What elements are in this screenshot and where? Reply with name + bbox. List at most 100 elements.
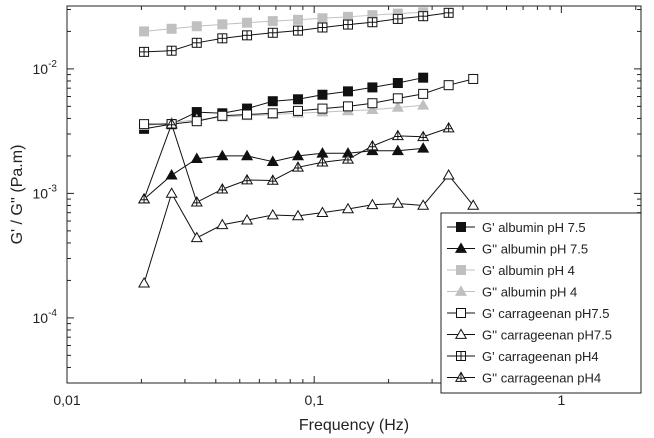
data-point	[366, 198, 379, 210]
data-point	[392, 13, 403, 24]
series-8	[138, 117, 455, 207]
legend-label: G' albumin pH 4	[482, 263, 575, 278]
data-point	[266, 208, 279, 220]
legend-marker	[456, 265, 466, 275]
series-line	[143, 174, 474, 284]
data-point	[240, 149, 254, 161]
data-point	[217, 110, 228, 121]
data-point	[367, 98, 378, 109]
data-point	[242, 30, 253, 41]
data-point	[417, 199, 430, 210]
data-point	[242, 17, 253, 28]
series-5	[139, 73, 479, 130]
legend-label: G'' carrageenan pH4	[482, 371, 601, 386]
data-point	[317, 22, 328, 33]
legend-label: G' albumin pH 7.5	[482, 220, 586, 235]
data-point	[391, 197, 404, 208]
legend-label: G' carrageenan pH4	[482, 349, 599, 364]
data-point	[443, 7, 454, 18]
data-point	[341, 202, 355, 214]
legend-item: G'' carrageenan pH7.5	[447, 328, 612, 343]
data-point	[139, 119, 150, 130]
legend-item: G' carrageenan pH7.5	[447, 306, 610, 321]
data-point	[266, 174, 279, 185]
data-point	[392, 78, 403, 89]
data-point	[391, 129, 404, 141]
legend-item: G'' carrageenan pH4	[447, 371, 601, 386]
legend-item: G'' albumin pH 7.5	[447, 242, 588, 257]
data-point	[190, 196, 203, 207]
data-point	[165, 187, 178, 198]
data-point	[292, 105, 303, 116]
data-point	[317, 89, 328, 100]
data-point	[391, 101, 404, 112]
y-tick-label: 10-4	[33, 308, 58, 326]
legend-item: G' albumin pH 7.5	[447, 220, 586, 235]
data-point	[216, 183, 229, 194]
data-point	[216, 149, 229, 161]
series-layer	[138, 7, 480, 288]
data-point	[292, 94, 303, 105]
series-3	[139, 7, 429, 37]
x-axis-label: Frequency (Hz)	[299, 417, 409, 434]
data-point	[342, 19, 353, 30]
data-point	[267, 108, 278, 119]
data-point	[291, 161, 305, 172]
data-point	[139, 26, 150, 37]
data-point	[443, 80, 454, 91]
data-point	[292, 14, 303, 25]
data-point	[366, 139, 379, 151]
series-7	[139, 7, 454, 57]
data-point	[166, 23, 177, 34]
data-point	[342, 101, 353, 112]
data-point	[267, 27, 278, 38]
data-point	[292, 25, 303, 36]
legend-label: G'' carrageenan pH7.5	[482, 328, 612, 343]
data-point	[342, 86, 353, 97]
x-tick-label: 0,1	[304, 392, 324, 408]
x-tick-label: 1	[557, 392, 565, 408]
y-axis-label: G' / G'' (Pa.m)	[9, 145, 26, 245]
data-point	[240, 173, 254, 185]
data-point	[417, 142, 430, 153]
data-point	[191, 116, 202, 127]
data-point	[442, 121, 455, 133]
data-point	[316, 147, 329, 158]
data-point	[341, 153, 355, 164]
data-point	[392, 93, 403, 104]
data-point	[417, 130, 430, 142]
data-point	[166, 45, 177, 56]
series-1	[139, 72, 429, 134]
data-point	[191, 21, 202, 32]
data-point	[442, 169, 455, 180]
legend-label: G'' albumin pH 4	[482, 285, 577, 300]
data-point	[366, 103, 379, 115]
data-point	[468, 73, 479, 84]
x-tick-label: 0,01	[53, 392, 80, 408]
series-2	[138, 142, 430, 204]
data-point	[417, 99, 430, 110]
data-point	[242, 109, 253, 120]
data-point	[467, 199, 480, 210]
data-point	[367, 82, 378, 93]
legend-marker	[454, 242, 468, 253]
legend-label: G' carrageenan pH7.5	[482, 306, 610, 321]
data-point	[217, 19, 228, 30]
data-point	[138, 277, 151, 288]
series-4	[138, 99, 430, 130]
data-point	[317, 13, 328, 24]
legend-label: G'' albumin pH 7.5	[482, 242, 588, 257]
data-point	[291, 149, 305, 161]
data-point	[240, 213, 254, 225]
series-line	[144, 11, 424, 32]
data-point	[139, 46, 150, 57]
data-point	[191, 37, 202, 48]
y-tick-label: 10-3	[33, 183, 58, 201]
data-point	[190, 231, 203, 243]
data-point	[165, 169, 178, 180]
legend-marker	[454, 328, 468, 339]
legend-item: G'' albumin pH 4	[447, 285, 577, 300]
legend-marker	[456, 308, 466, 318]
data-point	[418, 72, 429, 83]
data-point	[367, 17, 378, 28]
